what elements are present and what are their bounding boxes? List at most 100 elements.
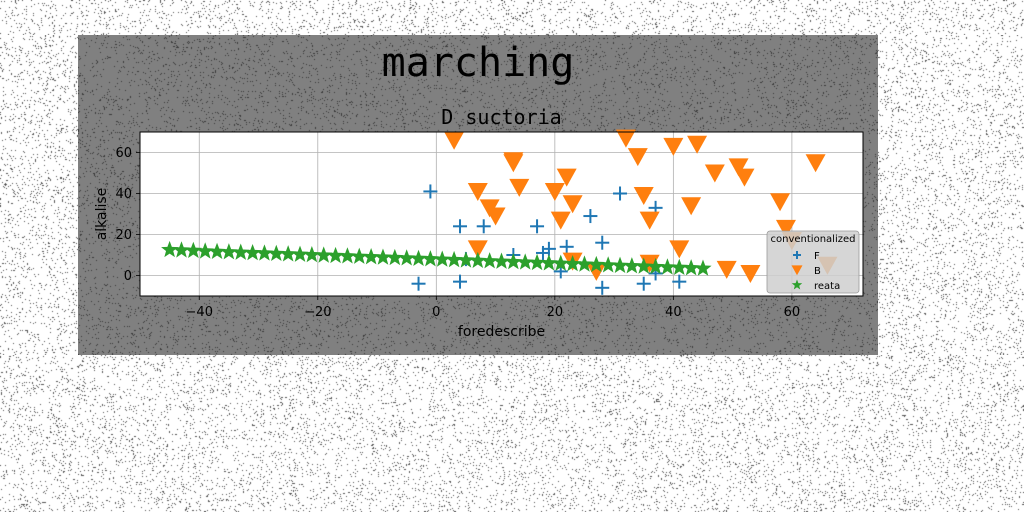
legend-box: [766, 230, 860, 294]
point-f: [595, 235, 610, 250]
point-f: [595, 280, 610, 295]
point-reata: [232, 243, 250, 260]
point-b: [687, 135, 708, 154]
point-b: [639, 211, 660, 230]
point-f: [559, 239, 574, 254]
point-f: [476, 219, 491, 234]
point-reata: [599, 256, 617, 273]
point-b: [562, 195, 583, 214]
point-reata: [682, 259, 700, 276]
x-tick-label: −20: [304, 305, 331, 320]
legend-label-reata: reata: [814, 281, 840, 292]
point-reata: [587, 255, 605, 273]
point-reata: [457, 251, 475, 268]
point-reata: [433, 250, 451, 267]
point-f: [411, 276, 426, 291]
point-b: [556, 168, 577, 187]
y-tick-label: 60: [115, 146, 132, 161]
point-reata: [374, 248, 392, 265]
x-tick-label: 60: [784, 305, 801, 320]
x-axis-label: foredescribe: [458, 324, 545, 340]
point-f: [453, 274, 468, 289]
chart-title: D suctoria: [441, 105, 561, 129]
point-reata: [362, 248, 380, 265]
point-reata: [504, 252, 522, 270]
y-tick-label: 0: [124, 269, 132, 284]
point-b: [669, 240, 690, 259]
point-reata: [481, 252, 499, 269]
point-f: [541, 241, 556, 256]
point-reata: [540, 254, 558, 271]
x-tick-label: 20: [547, 305, 564, 320]
point-reata: [338, 247, 356, 264]
point-reata: [409, 249, 428, 266]
point-b: [770, 193, 791, 212]
x-tick-label: −40: [186, 305, 213, 320]
point-reata: [528, 253, 546, 271]
point-reata: [516, 253, 534, 270]
point-b: [615, 129, 636, 148]
point-reata: [255, 244, 274, 261]
figure-panel: marching −40 −20 0 20 40 60 0 20 40 60 D suctoria f…: [78, 35, 878, 355]
y-tick-label: 20: [115, 228, 132, 243]
legend-marker-reata: [791, 279, 803, 290]
point-reata: [647, 257, 665, 275]
y-axis-label: alkalise: [94, 188, 110, 241]
point-b: [467, 240, 488, 259]
point-reata: [303, 246, 321, 263]
x-tick-label: 40: [665, 305, 682, 320]
point-reata: [220, 243, 238, 260]
point-reata: [291, 245, 309, 262]
point-reata: [445, 250, 463, 268]
point-reata: [208, 242, 226, 259]
figure-suptitle: marching: [381, 40, 575, 86]
point-f: [613, 186, 628, 201]
point-reata: [350, 247, 368, 264]
point-reata: [398, 249, 416, 266]
point-reata: [184, 241, 202, 258]
point-reata: [670, 258, 688, 275]
point-reata: [327, 246, 345, 264]
point-b: [467, 182, 488, 201]
legend-marker-f: [793, 251, 801, 259]
point-b: [633, 187, 654, 206]
point-reata: [658, 258, 676, 275]
point-reata: [564, 255, 582, 272]
point-b: [775, 219, 796, 238]
point-reata: [161, 240, 179, 258]
point-f: [672, 274, 687, 289]
legend-title: conventionalized: [771, 234, 856, 245]
point-f: [423, 184, 438, 199]
point-reata: [315, 246, 333, 263]
point-reata: [386, 248, 404, 266]
legend-label-b: B: [814, 266, 821, 277]
point-reata: [196, 242, 214, 259]
point-reata: [635, 257, 653, 274]
point-b: [805, 154, 826, 173]
point-reata: [267, 244, 285, 262]
point-b: [485, 207, 506, 226]
point-b: [509, 178, 530, 197]
point-b: [503, 154, 524, 173]
point-f: [530, 219, 545, 234]
point-reata: [611, 256, 629, 273]
point-b: [734, 168, 755, 187]
point-b: [544, 182, 565, 201]
point-b: [663, 137, 684, 156]
point-reata: [623, 257, 641, 274]
x-tick-label: 0: [432, 305, 440, 320]
point-reata: [244, 243, 262, 261]
point-b: [716, 260, 737, 279]
point-reata: [172, 241, 191, 258]
point-reata: [279, 245, 297, 262]
point-reata: [421, 250, 439, 267]
point-f: [583, 209, 598, 224]
point-reata: [694, 259, 712, 276]
point-b: [704, 164, 725, 183]
point-b: [681, 197, 702, 216]
y-tick-label: 40: [115, 187, 132, 202]
scatter-chart: −40 −20 0 20 40 60 0 20 40 60 D suctoria foredescri…: [94, 105, 864, 340]
point-reata: [469, 251, 487, 269]
axes-frame: [139, 131, 864, 297]
